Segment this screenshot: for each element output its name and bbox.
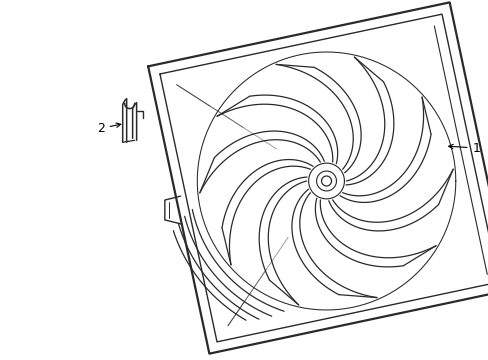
Text: 2: 2	[97, 122, 121, 135]
Text: 1: 1	[448, 141, 479, 154]
